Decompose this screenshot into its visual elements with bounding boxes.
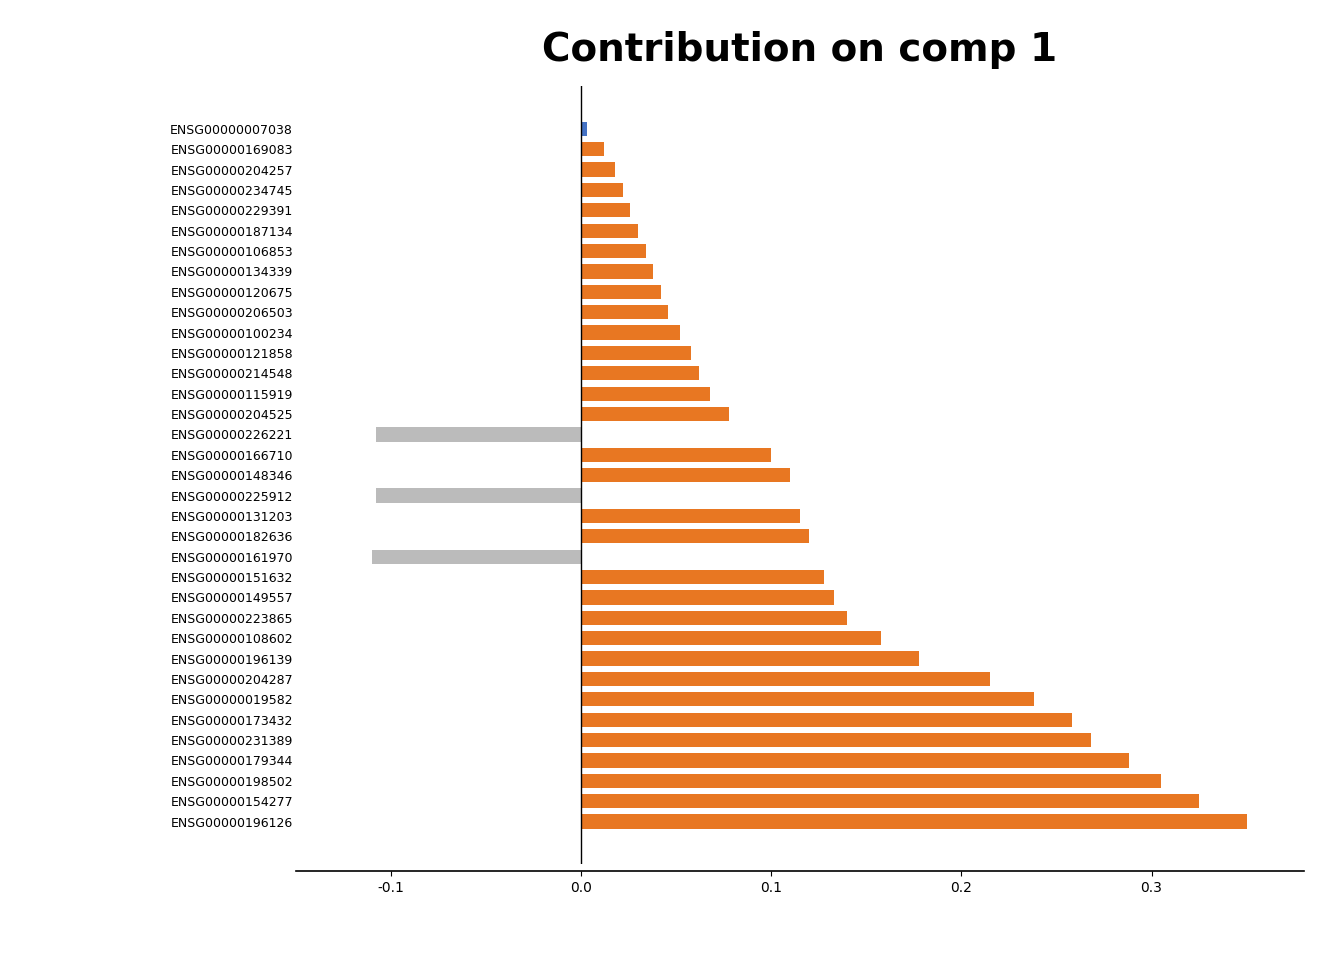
Bar <box>581 305 668 320</box>
Bar <box>375 489 581 503</box>
Bar <box>581 468 790 482</box>
Bar <box>581 142 603 156</box>
Bar <box>581 122 587 136</box>
Bar <box>581 204 630 218</box>
Bar <box>581 447 771 462</box>
Bar <box>581 611 847 625</box>
Bar <box>581 672 991 686</box>
Bar <box>581 794 1199 808</box>
Bar <box>581 407 730 421</box>
Bar <box>581 814 1247 828</box>
Bar <box>581 732 1091 747</box>
Bar <box>581 162 616 177</box>
Bar <box>375 427 581 442</box>
Bar <box>581 712 1071 727</box>
Bar <box>581 244 645 258</box>
Bar <box>581 325 680 340</box>
Bar <box>581 570 824 585</box>
Bar <box>581 754 1129 768</box>
Title: Contribution on comp 1: Contribution on comp 1 <box>542 32 1058 69</box>
Bar <box>581 529 809 543</box>
Bar <box>372 549 581 564</box>
Bar <box>581 631 882 645</box>
Bar <box>581 774 1161 788</box>
Bar <box>581 182 622 197</box>
Bar <box>581 346 691 360</box>
Bar <box>581 692 1034 707</box>
Bar <box>581 652 919 665</box>
Bar <box>581 387 710 401</box>
Bar <box>581 224 638 238</box>
Bar <box>581 264 653 278</box>
Bar <box>581 285 661 299</box>
Bar <box>581 590 833 605</box>
Bar <box>581 509 800 523</box>
Bar <box>581 366 699 380</box>
